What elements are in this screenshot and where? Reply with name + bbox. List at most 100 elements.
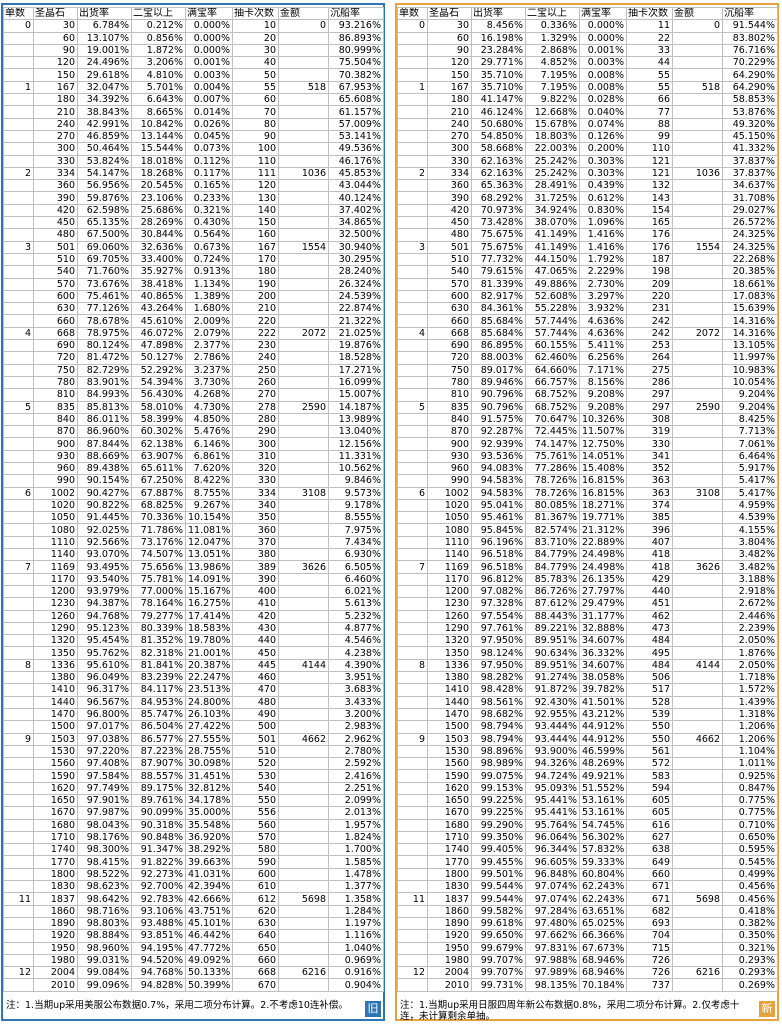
cell-text: 17.083% <box>732 290 775 302</box>
cell: 4.852% <box>525 56 580 70</box>
cell: 0.775% <box>722 793 778 808</box>
cell-text: 14.316% <box>732 327 775 339</box>
cell: 48.269% <box>579 757 627 771</box>
cell-text: 5698 <box>301 893 326 905</box>
cell <box>672 203 723 218</box>
cell: 56.956% <box>77 179 132 193</box>
cell <box>672 68 723 82</box>
cell-text: 76.716% <box>732 45 775 57</box>
cell: 36.920% <box>185 830 233 845</box>
cell-text: 35.710% <box>480 81 523 93</box>
cell <box>278 277 329 291</box>
cell-text: 484 <box>651 635 670 647</box>
cell: 0.073% <box>185 142 233 156</box>
cell: 41.149% <box>525 228 580 242</box>
cell: 110 <box>626 142 673 156</box>
cell: 4144 <box>672 658 723 673</box>
cell: 46.442% <box>185 929 233 943</box>
cell: 0.165% <box>185 179 233 193</box>
cell-text: 30.940% <box>338 241 381 253</box>
cell-text: 54.394% <box>140 377 183 389</box>
cell-text: 111 <box>257 168 276 179</box>
cell-text: 90.822% <box>86 500 129 512</box>
cell: 34.637% <box>722 179 778 193</box>
cell: 99.707% <box>471 966 526 980</box>
cell: 95.845% <box>471 523 526 537</box>
cell-text: 1620 <box>444 782 469 794</box>
data-row: 12 2004 99.084% 94.768% 50.133% 668 6216 0.916% <box>3 966 384 980</box>
cell: 95.610% <box>77 658 132 673</box>
cell <box>397 289 428 304</box>
cell-text: 0.724% <box>193 254 230 266</box>
cell <box>672 572 723 586</box>
cell-text: 30 <box>62 20 75 32</box>
cell-text: 62.163% <box>480 168 523 179</box>
cell-text: 84.993% <box>86 389 129 401</box>
cell-text: 88.669% <box>86 450 129 462</box>
cell: 0.673% <box>185 240 233 254</box>
cell-text: 612 <box>257 893 276 905</box>
cell-text: 1.824% <box>344 832 381 844</box>
cell: 121 <box>626 154 673 168</box>
cell: 43.751% <box>185 904 233 918</box>
cell-text: 34.607% <box>582 635 625 647</box>
cell-text: 6.021% <box>344 586 381 598</box>
cell <box>672 523 723 537</box>
cell: 97.074% <box>525 880 580 894</box>
cell: 6216 <box>672 966 723 980</box>
cell <box>672 56 723 70</box>
cell-text: 737 <box>651 979 670 991</box>
data-row: 1920 98.884% 93.851% 46.442% 640 1.116% <box>3 929 384 943</box>
cell <box>397 634 428 648</box>
data-row: 180 34.392% 6.643% 0.007% 60 65.608% <box>3 93 384 107</box>
data-row: 0 30 8.456% 0.336% 0.000% 11 0 91.544% <box>397 19 778 33</box>
cell-text: 24.800% <box>188 696 231 708</box>
cell: 1503 <box>33 732 78 746</box>
cell-text: 91.872% <box>534 684 577 696</box>
cell-text: 4.268% <box>193 389 230 401</box>
cell-text: 41.031% <box>188 868 231 880</box>
header-cell: 满宝率 <box>185 6 233 21</box>
cell-text: 8 <box>24 659 31 671</box>
cell-text: 693 <box>651 918 670 930</box>
cell <box>672 683 723 697</box>
data-row: 1670 99.225% 95.441% 53.161% 605 0.775% <box>397 806 778 820</box>
cell-text: 638 <box>651 844 670 856</box>
cell: 1350 <box>427 646 472 660</box>
cell: 9.822% <box>525 93 580 107</box>
cell <box>3 695 34 709</box>
cell: 18.803% <box>525 129 580 144</box>
cell <box>3 572 34 586</box>
cell: 1530 <box>33 744 78 759</box>
cell-text: 22 <box>657 32 670 44</box>
cell: 94.326% <box>525 757 580 771</box>
cell-text: 1590 <box>444 770 469 782</box>
data-row: 390 68.292% 31.725% 0.612% 143 31.708% <box>397 191 778 205</box>
cell <box>672 302 723 316</box>
cell-text: 13.107% <box>86 32 129 44</box>
cell-text: 1470 <box>50 709 75 721</box>
cell: 29.771% <box>471 56 526 70</box>
cell-text: 270 <box>257 389 276 401</box>
cell-text: 94.583% <box>480 475 523 487</box>
cell: 668 <box>33 326 78 341</box>
data-row: 3 501 75.675% 41.149% 1.416% 176 1554 24.325% <box>397 240 778 254</box>
cell: 9 <box>397 732 428 746</box>
cell-text: 360 <box>450 180 469 192</box>
cell: 330 <box>626 437 673 451</box>
cell: 1650 <box>33 793 78 808</box>
cell-text: 11 <box>18 893 31 905</box>
cell: 3.482% <box>722 548 778 562</box>
cell: 85.684% <box>471 326 526 341</box>
cell: 82.574% <box>525 523 580 537</box>
cell <box>397 117 428 131</box>
cell: 62.138% <box>131 437 186 451</box>
cell: 334 <box>33 166 78 181</box>
cell <box>3 425 34 439</box>
cell-text: 91.544% <box>732 20 775 32</box>
cell: 690 <box>427 339 472 353</box>
cell: 96.049% <box>77 671 132 685</box>
cell-text: 16.275% <box>188 598 231 610</box>
cell: 167 <box>427 80 472 95</box>
cell-text: 4.852% <box>540 57 577 69</box>
